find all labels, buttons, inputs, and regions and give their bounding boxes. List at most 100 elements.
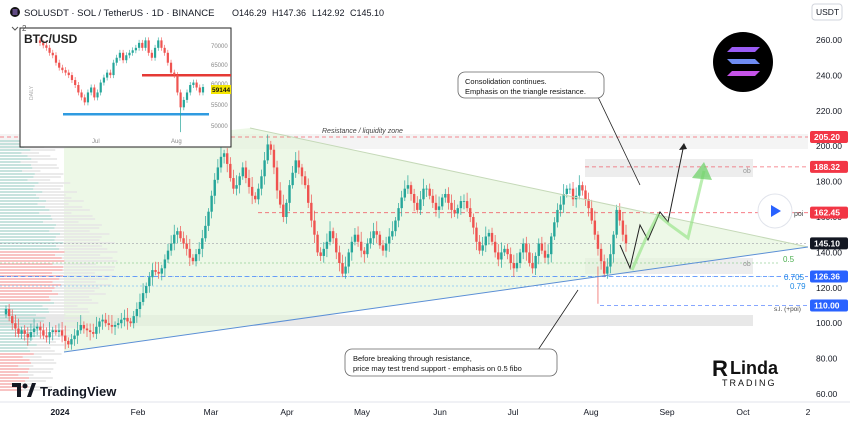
candle-body — [210, 195, 213, 212]
candle-body — [160, 268, 163, 274]
candle-body — [565, 188, 569, 194]
candle-body — [285, 202, 288, 217]
candle-body — [197, 248, 201, 255]
candle-body — [469, 208, 472, 217]
candle-body — [534, 255, 537, 269]
candle-body — [462, 201, 466, 202]
candle-body — [76, 330, 79, 336]
candle-body — [132, 316, 135, 324]
price-tag — [810, 270, 848, 283]
candle-body — [537, 243, 540, 256]
chevron-down-icon[interactable] — [11, 26, 19, 31]
candle-body — [163, 259, 167, 269]
candle-body — [294, 160, 297, 173]
candle-body — [506, 248, 509, 255]
price-tag — [810, 237, 848, 250]
price-tag — [810, 206, 848, 219]
candle-body — [618, 209, 621, 221]
projection-arrowhead-green — [692, 162, 712, 180]
candle-body — [85, 328, 89, 331]
candle-body — [571, 188, 575, 200]
candle-body — [250, 186, 254, 196]
candle-body — [353, 234, 357, 242]
candle-body — [79, 324, 82, 331]
candle-body — [459, 201, 463, 209]
candle-body — [515, 263, 519, 269]
candle-body — [148, 277, 151, 287]
time-axis-label: May — [354, 407, 371, 417]
candle-body — [615, 209, 618, 235]
candle-body — [278, 190, 282, 205]
inset-tick-5: 50000 — [211, 124, 228, 130]
base-support-zone — [0, 315, 753, 326]
price-tag — [810, 160, 848, 173]
candle-body — [104, 319, 107, 324]
currency-button-label[interactable]: USDT — [816, 7, 839, 17]
candle-body — [219, 156, 223, 168]
candle-body — [182, 238, 185, 244]
candle-body — [207, 211, 210, 226]
candle-body — [288, 185, 291, 203]
candle-body — [272, 149, 276, 168]
candle-body — [546, 254, 550, 258]
candle-body — [126, 317, 129, 322]
currency-button[interactable] — [811, 3, 843, 21]
candle-body — [391, 231, 394, 237]
candle-body — [344, 266, 347, 274]
candle-body — [263, 160, 266, 177]
candle-body — [444, 193, 447, 198]
candle-body — [559, 204, 562, 210]
candle-body — [394, 220, 397, 232]
candle-body — [23, 330, 26, 334]
candle-body — [512, 263, 516, 269]
time-axis[interactable]: 2024 Feb Mar Apr May Jun Jul Aug Sep Oct 2 — [0, 401, 850, 417]
candle-body — [584, 190, 587, 200]
price-tag-label: 145.10 — [814, 238, 840, 248]
play-icon[interactable] — [771, 205, 781, 217]
candle-body — [14, 323, 17, 329]
candle-body — [624, 234, 628, 244]
candle-body — [543, 250, 547, 258]
candle-body — [138, 301, 142, 310]
candle-body — [185, 243, 188, 249]
candle-body — [338, 252, 341, 264]
candle-body — [63, 335, 67, 341]
candle-body — [45, 335, 48, 338]
candle-body — [291, 172, 294, 186]
candle-body — [11, 316, 14, 324]
time-axis-label: Oct — [736, 407, 750, 417]
ob-upper-label: ob — [743, 168, 751, 175]
candle-body — [431, 195, 435, 203]
indicator-count[interactable]: 2 — [22, 24, 27, 33]
price-tag-label: 188.32 — [814, 162, 840, 172]
candle-body — [490, 232, 494, 242]
inset-side-label: DAILY — [29, 85, 35, 100]
author-subtitle: TRADING — [722, 378, 777, 388]
ohlc-close: C145.10 — [350, 8, 384, 18]
symbol-title[interactable]: SOLUSDT · SOL / TetherUS · 1D · BINANCE — [24, 8, 214, 19]
candle-body — [313, 220, 316, 235]
candle-body — [297, 160, 301, 168]
callout-pointer-bottom — [537, 289, 579, 351]
price-axis-tick: 240.00 — [816, 70, 842, 80]
candle-body — [553, 222, 556, 237]
candle-body — [145, 286, 148, 294]
time-axis-label: 2 — [806, 407, 811, 417]
candle-body — [366, 243, 369, 255]
candle-body — [157, 271, 160, 274]
candle-body — [151, 270, 154, 278]
candle-body — [487, 232, 491, 237]
candle-body — [416, 202, 419, 210]
candles — [4, 134, 628, 350]
price-tag-label: 205.20 — [814, 132, 840, 142]
price-tag-label: 126.36 — [814, 272, 840, 282]
candle-body — [609, 254, 612, 267]
candle-body — [98, 321, 101, 327]
candle-body — [303, 176, 307, 186]
candle-body — [335, 238, 338, 253]
fib-05-label: 0.5 — [783, 255, 795, 264]
candle-body — [503, 248, 506, 253]
poi-label: poi — [794, 211, 804, 218]
candle-body — [42, 330, 45, 336]
